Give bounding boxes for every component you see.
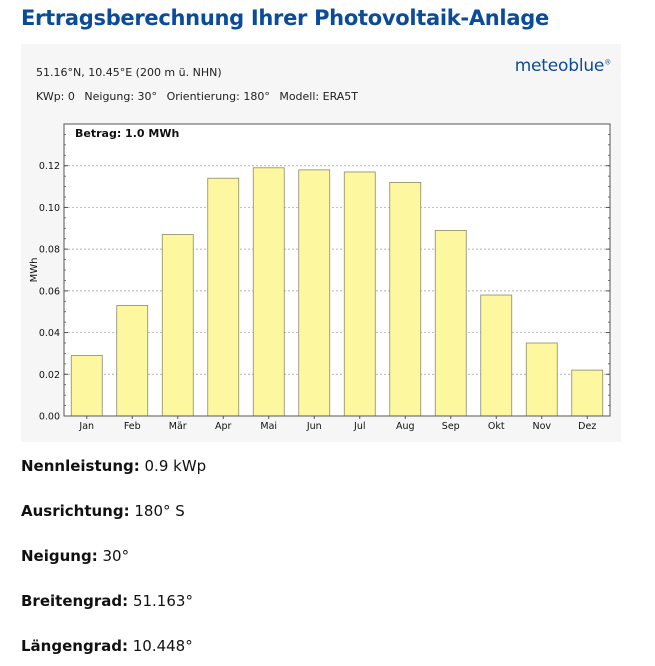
bar-nov (525, 342, 558, 417)
bar-okt (480, 294, 513, 417)
y-tick-label: 0.08 (39, 245, 60, 256)
ausrichtung-label: Ausrichtung: (21, 502, 130, 520)
page-title: Ertragsberechnung Ihrer Photovoltaik-Anl… (21, 6, 549, 30)
neigung-label: Neigung: (21, 547, 98, 565)
info-ausrichtung: Ausrichtung: 180° S (21, 502, 185, 520)
y-tick-label: 0.10 (39, 203, 60, 214)
info-neigung: Neigung: 30° (21, 547, 129, 565)
nennleistung-value: 0.9 kWp (144, 457, 207, 475)
chart-panel: meteoblue® 51.16°N, 10.45°E (200 m ü. NH… (21, 44, 621, 442)
bar-aug (389, 181, 422, 417)
x-tick-label: Jan (78, 421, 94, 432)
bar-apr (207, 177, 240, 417)
bars-layer (70, 167, 604, 417)
bar-jul (343, 171, 376, 417)
info-breitengrad: Breitengrad: 51.163° (21, 592, 193, 610)
logo-text: meteoblue (514, 56, 605, 76)
x-tick-label: Mai (260, 421, 277, 432)
neigung-value: 30° (102, 547, 130, 565)
x-tick-label: Jul (353, 421, 365, 432)
chart-annotation: Betrag: 1.0 MWh (75, 127, 179, 140)
logo-registered-mark: ® (604, 58, 611, 67)
plot-area (64, 124, 610, 416)
x-tick-label: Dez (578, 421, 596, 432)
x-tick-label: Nov (532, 421, 551, 432)
monthly-yield-bar-chart: 0.00 0.02 0.04 0.06 0.08 0.10 0.12 Jan Feb Mär Apr… (29, 123, 611, 432)
y-axis-label: MWh (29, 258, 40, 283)
bar-sep (434, 229, 467, 417)
x-tick-label: Sep (442, 421, 460, 432)
meteoblue-logo[interactable]: meteoblue® (514, 56, 612, 76)
axis-layer: 0.00 0.02 0.04 0.06 0.08 0.10 0.12 Jan Feb Mär Apr… (39, 123, 610, 432)
y-tick-label: 0.12 (39, 161, 60, 172)
laengengrad-value: 10.448° (132, 637, 193, 655)
param-tilt: Neigung: 30° (84, 90, 158, 103)
laengengrad-label: Längengrad: (21, 637, 128, 655)
x-tick-label: Apr (215, 421, 232, 432)
param-model: Modell: ERA5T (279, 90, 359, 103)
x-tick-label: Feb (124, 421, 141, 432)
bar-jun (298, 169, 331, 417)
parameter-line: KWp: 0 Neigung: 30° Orientierung: 180° M… (36, 90, 364, 103)
x-tick-label: Jun (306, 421, 322, 432)
y-tick-label: 0.02 (39, 370, 60, 381)
y-tick-label: 0.04 (39, 328, 60, 339)
ausrichtung-value: 180° S (134, 502, 185, 520)
bar-jan (70, 355, 103, 417)
x-tick-label: Mär (169, 421, 187, 432)
param-kwp: KWp: 0 (36, 90, 75, 103)
bar-mär (161, 234, 194, 417)
x-tick-label: Aug (396, 421, 415, 432)
bar-feb (116, 305, 149, 417)
grid-layer (64, 165, 610, 375)
bar-dez (571, 369, 604, 417)
breitengrad-value: 51.163° (132, 592, 193, 610)
nennleistung-label: Nennleistung: (21, 457, 140, 475)
x-tick-label: Okt (488, 421, 505, 432)
bar-mai (252, 167, 285, 417)
breitengrad-label: Breitengrad: (21, 592, 129, 610)
y-tick-label: 0.00 (39, 412, 60, 423)
param-orientation: Orientierung: 180° (166, 90, 270, 103)
info-nennleistung: Nennleistung: 0.9 kWp (21, 457, 206, 475)
info-laengengrad: Längengrad: 10.448° (21, 637, 193, 655)
y-tick-label: 0.06 (39, 286, 60, 297)
location-coords: 51.16°N, 10.45°E (200 m ü. NHN) (36, 66, 222, 79)
